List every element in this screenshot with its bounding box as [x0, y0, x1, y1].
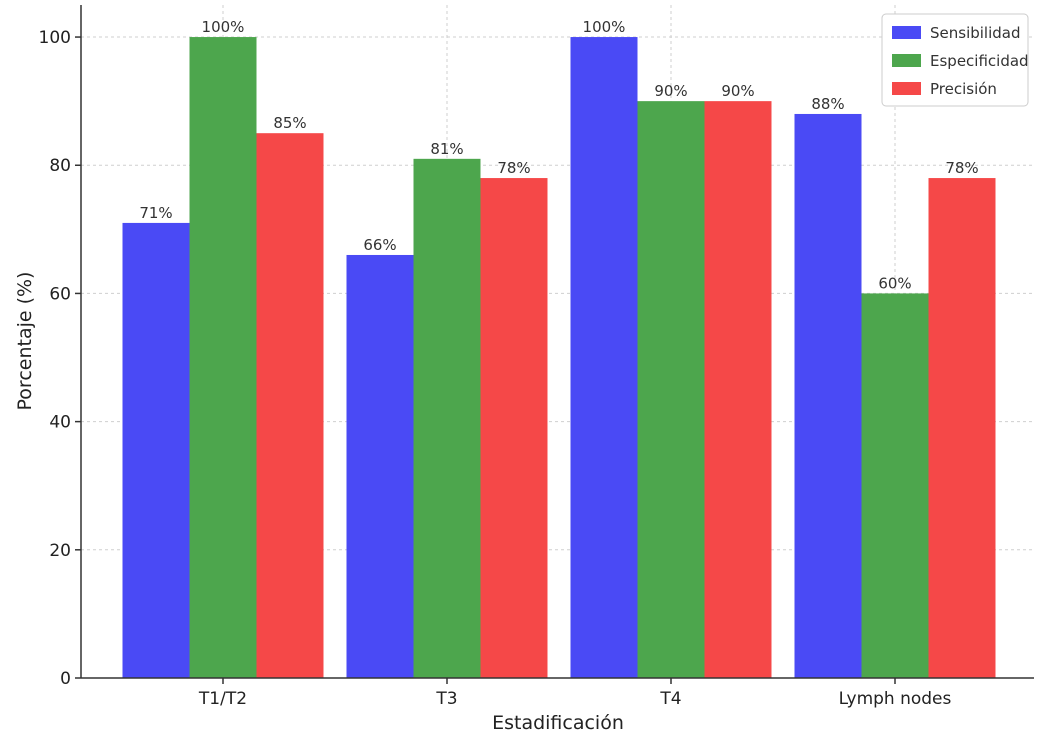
bar-value-label: 90%	[721, 82, 754, 100]
legend-label: Especificidad	[930, 52, 1029, 70]
bar-value-label: 88%	[811, 95, 844, 113]
x-tick-label: T4	[659, 689, 681, 709]
bar-value-label: 66%	[363, 236, 396, 254]
bar-value-label: 100%	[583, 18, 626, 36]
bar	[570, 37, 638, 679]
bar	[704, 101, 772, 678]
bar	[861, 293, 929, 678]
bar-value-label: 60%	[878, 274, 911, 292]
legend-swatch	[892, 82, 921, 95]
y-tick-label: 20	[49, 541, 71, 561]
y-tick-label: 60	[49, 284, 71, 304]
y-axis-title: Porcentaje (%)	[14, 272, 36, 411]
y-tick-label: 0	[60, 669, 71, 689]
y-tick-label: 80	[49, 156, 71, 176]
legend-label: Sensibilidad	[930, 24, 1021, 42]
x-tick-label: Lymph nodes	[839, 689, 952, 709]
legend: Sensibilidad Especificidad Precisión	[881, 13, 1029, 107]
bar	[189, 37, 257, 679]
axes: 0 20 40 60 80 100 T1/T2 T3 T4 Lymph nodes	[39, 5, 1034, 709]
bar-value-label: 71%	[139, 204, 172, 222]
bar	[346, 254, 414, 678]
bar	[928, 178, 996, 679]
legend-swatch	[892, 54, 921, 67]
bar	[794, 113, 862, 678]
bar-value-label: 100%	[202, 18, 245, 36]
bars	[122, 37, 996, 679]
x-tick-label: T3	[435, 689, 457, 709]
bar-value-label: 78%	[497, 159, 530, 177]
legend-swatch	[892, 26, 921, 39]
bar	[122, 222, 190, 678]
y-tick-label: 100	[39, 28, 71, 48]
bar	[256, 133, 324, 678]
bar-value-label: 90%	[654, 82, 687, 100]
bar	[480, 178, 548, 679]
x-tick-label: T1/T2	[198, 689, 247, 709]
bar-value-label: 85%	[273, 114, 306, 132]
x-axis-title: Estadificación	[492, 712, 624, 734]
data-labels: 71% 66% 100% 88% 100% 81% 90% 60% 85% 78% 90% 78%	[139, 18, 978, 292]
bar-value-label: 81%	[430, 140, 463, 158]
bar-value-label: 78%	[945, 159, 978, 177]
bar	[637, 101, 705, 678]
legend-label: Precisión	[930, 80, 997, 98]
y-tick-label: 40	[49, 413, 71, 433]
bar	[413, 158, 481, 679]
